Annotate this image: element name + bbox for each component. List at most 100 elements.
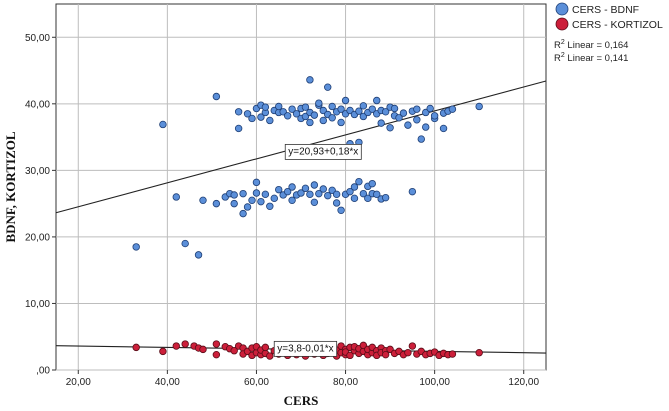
point-bdnf xyxy=(448,105,457,113)
point-bdnf xyxy=(359,102,368,110)
plot-area xyxy=(55,3,547,371)
point-bdnf xyxy=(306,76,314,84)
point-bdnf xyxy=(194,251,203,259)
point-bdnf xyxy=(172,193,180,201)
point-bdnf xyxy=(341,96,350,105)
point-kortizol xyxy=(266,352,274,360)
point-bdnf xyxy=(230,199,238,208)
point-bdnf xyxy=(288,196,296,205)
point-bdnf xyxy=(283,187,292,196)
point-bdnf xyxy=(377,119,385,127)
legend-label-bdnf: CERS - BDNF xyxy=(572,4,639,16)
point-bdnf xyxy=(239,189,247,198)
point-bdnf xyxy=(346,187,354,196)
point-kortizol xyxy=(346,351,354,360)
point-kortizol xyxy=(230,347,238,355)
point-bdnf xyxy=(332,199,341,207)
point-bdnf xyxy=(408,187,417,196)
grid xyxy=(56,4,546,371)
point-kortizol xyxy=(404,348,412,357)
point-kortizol xyxy=(448,350,457,358)
point-bdnf xyxy=(306,190,314,199)
point-bdnf xyxy=(404,121,412,129)
r2-label-kortizol: R2 Linear = 0,141 xyxy=(554,52,628,64)
x-tick-label: 40,00 xyxy=(155,377,180,388)
point-bdnf xyxy=(234,124,243,133)
point-bdnf xyxy=(266,116,274,125)
point-kortizol xyxy=(475,348,483,357)
point-bdnf xyxy=(252,189,261,197)
y-tick-label: 20,00 xyxy=(25,232,50,243)
point-bdnf xyxy=(292,110,301,118)
point-bdnf xyxy=(413,116,421,124)
point-bdnf xyxy=(399,109,408,117)
point-bdnf xyxy=(181,239,189,248)
point-bdnf xyxy=(373,190,381,199)
point-bdnf xyxy=(364,194,372,203)
point-bdnf xyxy=(328,114,336,122)
x-axis-title: CERS xyxy=(284,393,319,408)
point-bdnf xyxy=(275,185,283,194)
x-tick-label: 20,00 xyxy=(66,377,91,388)
point-kortizol xyxy=(261,343,270,352)
point-bdnf xyxy=(368,105,376,113)
point-bdnf xyxy=(355,177,363,186)
point-bdnf xyxy=(319,185,327,193)
y-tick-label: 50,00 xyxy=(25,33,50,44)
point-bdnf xyxy=(275,102,283,111)
point-bdnf xyxy=(248,196,256,205)
point-kortizol xyxy=(212,340,221,348)
y-tick-label: 40,00 xyxy=(25,99,50,110)
legend: CERS - BDNF CERS - KORTIZOL R2 Linear = … xyxy=(554,2,663,64)
point-bdnf xyxy=(417,135,425,143)
r2-label-bdnf: R2 Linear = 0,164 xyxy=(554,39,628,51)
point-kortizol xyxy=(212,350,221,359)
legend-marker-bdnf xyxy=(555,2,569,16)
point-bdnf xyxy=(324,83,332,91)
point-bdnf xyxy=(212,92,221,101)
point-bdnf xyxy=(306,118,314,127)
y-tick-label: 30,00 xyxy=(25,166,50,177)
point-bdnf xyxy=(297,189,305,197)
x-tick-label: 80,00 xyxy=(333,377,358,388)
data-points xyxy=(132,76,483,360)
point-bdnf xyxy=(257,197,265,206)
point-bdnf xyxy=(243,203,252,211)
point-bdnf xyxy=(315,99,323,107)
point-bdnf xyxy=(422,123,430,131)
legend-marker-kortizol xyxy=(555,17,569,31)
point-bdnf xyxy=(381,108,390,116)
y-axis-ticks: ,00 10,00 20,00 30,00 40,00 50,00 xyxy=(25,33,56,377)
point-bdnf xyxy=(234,108,243,116)
point-bdnf xyxy=(324,191,332,200)
x-tick-label: 120,00 xyxy=(508,377,539,388)
point-bdnf xyxy=(350,183,359,191)
point-bdnf xyxy=(332,190,341,199)
point-kortizol xyxy=(381,350,390,359)
point-bdnf xyxy=(257,113,265,121)
equation-text-bdnf: y=20,93+0,18*x xyxy=(288,146,358,157)
point-bdnf xyxy=(439,124,448,133)
point-kortizol xyxy=(172,342,180,350)
equation-label-kortizol: y=3,8-0,01*x xyxy=(273,340,338,357)
fit-equation-labels: y=20,93+0,18*x y=3,8-0,01*x xyxy=(273,143,362,357)
point-bdnf xyxy=(288,105,296,113)
x-axis-ticks: 20,00 40,00 60,00 80,00 100,00 120,00 xyxy=(66,370,539,388)
x-tick-label: 100,00 xyxy=(419,377,450,388)
point-bdnf xyxy=(310,111,319,119)
point-bdnf xyxy=(266,202,274,210)
point-bdnf xyxy=(270,194,278,203)
point-bdnf xyxy=(319,116,327,125)
point-bdnf xyxy=(261,103,270,111)
legend-label-kortizol: CERS - KORTIZOL xyxy=(572,19,663,31)
point-kortizol xyxy=(408,342,417,350)
point-bdnf xyxy=(243,110,252,118)
point-bdnf xyxy=(301,103,310,111)
point-bdnf xyxy=(413,105,421,113)
point-bdnf xyxy=(159,120,167,129)
y-axis-title: BDNF, KORTIZOL xyxy=(3,131,18,242)
point-bdnf xyxy=(301,184,310,193)
point-bdnf xyxy=(386,124,394,132)
point-kortizol xyxy=(159,347,167,356)
